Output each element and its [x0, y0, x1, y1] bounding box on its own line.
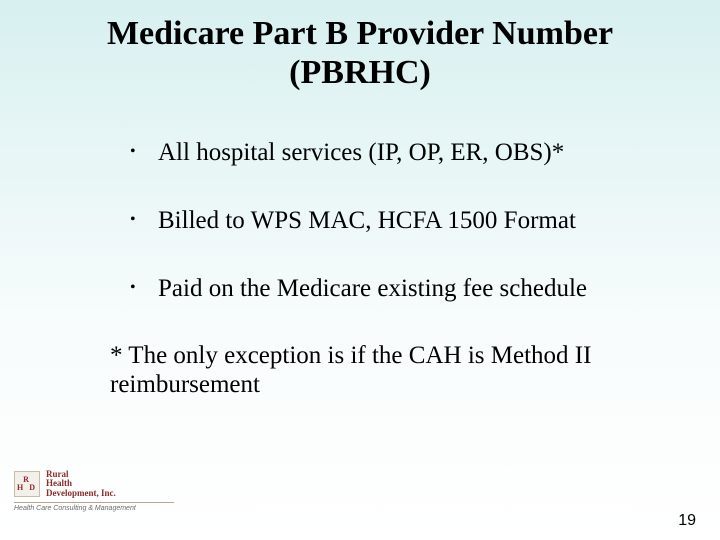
bullet-item: Paid on the Medicare existing fee schedu… — [130, 274, 720, 304]
bullet-item: Billed to WPS MAC, HCFA 1500 Format — [130, 206, 720, 236]
footnote-text: * The only exception is if the CAH is Me… — [0, 342, 720, 400]
logo-top-row: R H D Rural Health Development, Inc. — [14, 470, 174, 498]
logo-company-name: Rural Health Development, Inc. — [46, 470, 116, 498]
logo-tagline: Health Care Consulting & Management — [14, 502, 174, 512]
bullet-item: All hospital services (IP, OP, ER, OBS)* — [130, 138, 720, 168]
logo-monogram-icon: R H D — [14, 471, 40, 497]
monogram-bottom: H D — [17, 484, 37, 492]
title-line-2: (PBRHC) — [289, 54, 431, 91]
title-line-1: Medicare Part B Provider Number — [107, 15, 613, 52]
logo-line-3: Development, Inc. — [46, 489, 116, 498]
company-logo: R H D Rural Health Development, Inc. Hea… — [14, 470, 174, 512]
page-number: 19 — [678, 512, 696, 530]
bullet-list: All hospital services (IP, OP, ER, OBS)*… — [0, 138, 720, 304]
slide-title: Medicare Part B Provider Number (PBRHC) — [0, 0, 720, 92]
